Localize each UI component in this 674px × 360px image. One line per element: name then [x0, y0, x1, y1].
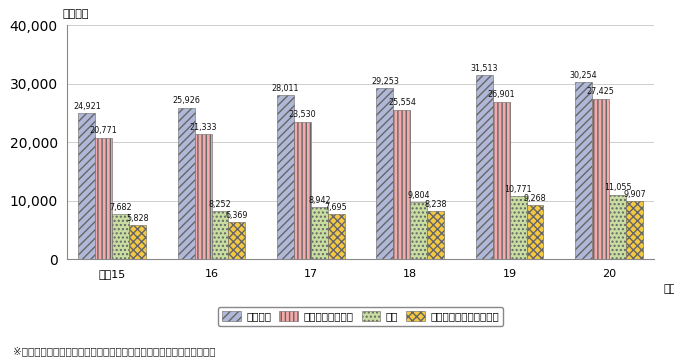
- Bar: [228, 222, 245, 259]
- Text: （年度）: （年度）: [664, 284, 674, 294]
- Text: 5,828: 5,828: [126, 214, 149, 223]
- Bar: [311, 207, 328, 259]
- Bar: [277, 95, 294, 259]
- Text: 8,252: 8,252: [208, 199, 231, 208]
- Text: 7,695: 7,695: [325, 203, 348, 212]
- Bar: [78, 113, 95, 259]
- Text: 23,530: 23,530: [288, 110, 316, 119]
- Bar: [212, 211, 228, 259]
- Text: 29,253: 29,253: [371, 77, 399, 86]
- Text: 20,771: 20,771: [90, 126, 117, 135]
- Text: 11,055: 11,055: [604, 183, 632, 192]
- Text: 21,333: 21,333: [189, 123, 217, 132]
- Text: 26,901: 26,901: [487, 90, 515, 99]
- Bar: [394, 110, 410, 259]
- Bar: [195, 134, 212, 259]
- Text: 28,011: 28,011: [272, 84, 299, 93]
- Bar: [526, 205, 543, 259]
- Bar: [592, 99, 609, 259]
- Text: （億円）: （億円）: [63, 9, 89, 19]
- Text: 8,942: 8,942: [308, 195, 331, 204]
- Text: 24,921: 24,921: [73, 102, 100, 111]
- Text: 9,907: 9,907: [623, 190, 646, 199]
- Bar: [294, 122, 311, 259]
- Bar: [609, 194, 626, 259]
- Bar: [95, 138, 112, 259]
- Bar: [576, 82, 592, 259]
- Bar: [328, 214, 344, 259]
- Bar: [112, 214, 129, 259]
- Text: 6,369: 6,369: [226, 211, 248, 220]
- Text: ※　研究内容が複数の分野にまたがる場合は、重複して計上されている: ※ 研究内容が複数の分野にまたがる場合は、重複して計上されている: [13, 346, 216, 356]
- Bar: [476, 75, 493, 259]
- Bar: [377, 88, 394, 259]
- Bar: [129, 225, 146, 259]
- Text: 9,268: 9,268: [524, 194, 547, 203]
- Text: 7,682: 7,682: [109, 203, 132, 212]
- Text: 25,926: 25,926: [173, 96, 200, 105]
- Text: 25,554: 25,554: [388, 98, 416, 107]
- Bar: [178, 108, 195, 259]
- Bar: [493, 102, 510, 259]
- Bar: [626, 201, 643, 259]
- Text: 9,804: 9,804: [408, 190, 430, 199]
- Bar: [427, 211, 444, 259]
- Text: 31,513: 31,513: [470, 63, 498, 72]
- Bar: [410, 202, 427, 259]
- Legend: 情報通信, ライフサイエンス, 環境, ナノテクノロジー・材料: 情報通信, ライフサイエンス, 環境, ナノテクノロジー・材料: [218, 306, 503, 326]
- Text: 8,238: 8,238: [425, 200, 447, 209]
- Text: 30,254: 30,254: [570, 71, 598, 80]
- Bar: [510, 196, 526, 259]
- Text: 10,771: 10,771: [504, 185, 532, 194]
- Text: 27,425: 27,425: [586, 87, 615, 96]
